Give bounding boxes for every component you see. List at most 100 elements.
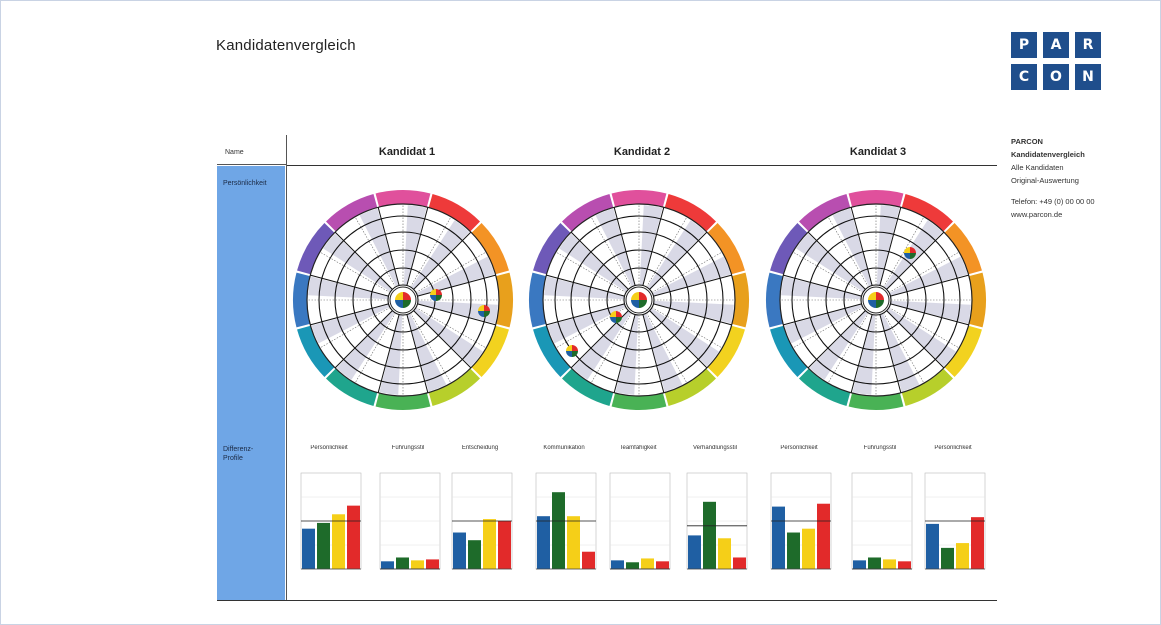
wheel-band: [649, 308, 719, 367]
wheel-ring-segment: [707, 222, 745, 275]
wheel-ring-segment: [611, 190, 667, 208]
wheel-dash-line: [355, 217, 396, 288]
wheel-dash-line: [828, 312, 869, 383]
wheel-ring-segment: [533, 222, 571, 275]
wheel-ring-segment: [375, 392, 431, 410]
wheel-band: [652, 256, 731, 296]
chart-title: Persönlichkeit: [780, 445, 818, 451]
wheel-spoke: [413, 310, 472, 369]
chart-bar: [426, 559, 439, 569]
wheel-ring-segment: [561, 194, 614, 232]
diff-chart: Persönlichkeit: [919, 445, 987, 581]
wheel-spoke: [886, 231, 945, 290]
chart-bar: [868, 557, 881, 569]
chart-plot: [535, 472, 597, 570]
info-phone: Telefon: +49 (0) 00 00 00: [1011, 197, 1095, 206]
wheel-band: [416, 256, 495, 296]
wheel-ring-segment: [707, 325, 745, 378]
chart-bar: [941, 547, 954, 569]
wheel-dash-line: [888, 307, 959, 348]
wheel-band: [559, 233, 629, 292]
row-label-personality: Persönlichkeit: [223, 180, 267, 187]
info-report: Kandidatenvergleich: [1011, 150, 1085, 159]
chart-plot: [770, 472, 832, 570]
parcon-logo: P A R C O N: [1011, 32, 1101, 90]
personality-wheel-1: [293, 190, 513, 410]
wheel-band: [643, 313, 683, 392]
wheel-marker: [436, 289, 442, 295]
wheel-marker: [572, 351, 578, 357]
wheel-spoke: [807, 310, 866, 369]
wheel-dash-line: [415, 252, 486, 293]
chart-bar: [853, 560, 866, 569]
wheel-band: [407, 313, 447, 392]
diff-chart: Verhandlungsstil: [681, 445, 749, 581]
wheel-center-quadrant: [403, 292, 411, 300]
wheel-spoke: [417, 303, 496, 326]
logo-letter: A: [1043, 32, 1069, 58]
wheel-spoke: [310, 274, 389, 297]
wheel-band: [876, 205, 900, 286]
diff-chart: Teamfähigkeit: [604, 445, 672, 581]
wheel-ring-segment: [529, 272, 547, 328]
diff-chart: Kommunikation: [530, 445, 598, 581]
chart-bar: [537, 516, 550, 569]
chart-bar: [656, 561, 669, 569]
wheel-center-quadrant: [395, 292, 403, 300]
wheel-band: [544, 276, 625, 300]
wheel-dash-line: [556, 252, 627, 293]
wheel-band: [413, 308, 483, 367]
info-scope: Alle Kandidaten: [1011, 163, 1064, 172]
chart-bar: [802, 528, 815, 569]
chart-bar: [772, 506, 785, 569]
chart-bar: [817, 503, 830, 569]
wheel-spoke: [649, 310, 708, 369]
wheel-marker: [566, 345, 572, 351]
wheel-ring-segment: [375, 190, 431, 208]
wheel-ring-segment: [731, 272, 749, 328]
wheel-center-quadrant: [876, 300, 884, 308]
wheel-dash-line: [320, 307, 391, 348]
label-column: Name Persönlichkeit Differenz-Profile: [217, 135, 287, 601]
wheel-spoke: [406, 207, 429, 286]
wheel-ring-segment: [471, 325, 509, 378]
chart-plot: [300, 472, 362, 570]
logo-letter: N: [1075, 64, 1101, 90]
wheel-band: [647, 220, 706, 290]
wheel-center-quadrant: [395, 300, 403, 308]
logo-letter: O: [1043, 64, 1069, 90]
wheel-ring-segment: [901, 368, 954, 406]
wheel-spoke: [886, 310, 945, 369]
wheel-band: [547, 304, 626, 344]
wheel-dash-line: [410, 312, 451, 383]
chart-title: Persönlichkeit: [310, 445, 348, 451]
chart-bar: [926, 523, 939, 569]
wheel-ring-segment: [428, 368, 481, 406]
wheel-marker: [610, 311, 616, 317]
wheel-center-quadrant: [868, 300, 876, 308]
wheel-spoke: [879, 207, 902, 286]
chart-title: Führungsstil: [863, 445, 897, 451]
chart-plot: [609, 472, 671, 570]
candidate-header-2: Kandidat 2: [613, 146, 671, 158]
wheel-ring-segment: [495, 272, 513, 328]
wheel-spoke: [653, 303, 732, 326]
wheel-center-quadrant: [403, 300, 411, 308]
logo-letter: R: [1075, 32, 1101, 58]
wheel-band: [832, 208, 872, 287]
wheel-band: [890, 300, 971, 324]
wheel-marker: [436, 295, 442, 301]
wheel-marker: [430, 295, 436, 301]
wheel-ring-segment: [664, 368, 717, 406]
wheel-marker: [904, 253, 910, 259]
wheel-center-quadrant: [876, 292, 884, 300]
wheel-ring-line: [825, 249, 927, 351]
chart-bar: [718, 538, 731, 569]
chart-bar: [347, 505, 360, 569]
wheel-marker: [616, 311, 622, 317]
wheel-ring-segment: [766, 272, 784, 328]
wheel-ring-line: [606, 267, 672, 333]
wheel-spoke: [653, 274, 732, 297]
chart-bar: [453, 532, 466, 569]
wheel-band: [323, 233, 393, 292]
